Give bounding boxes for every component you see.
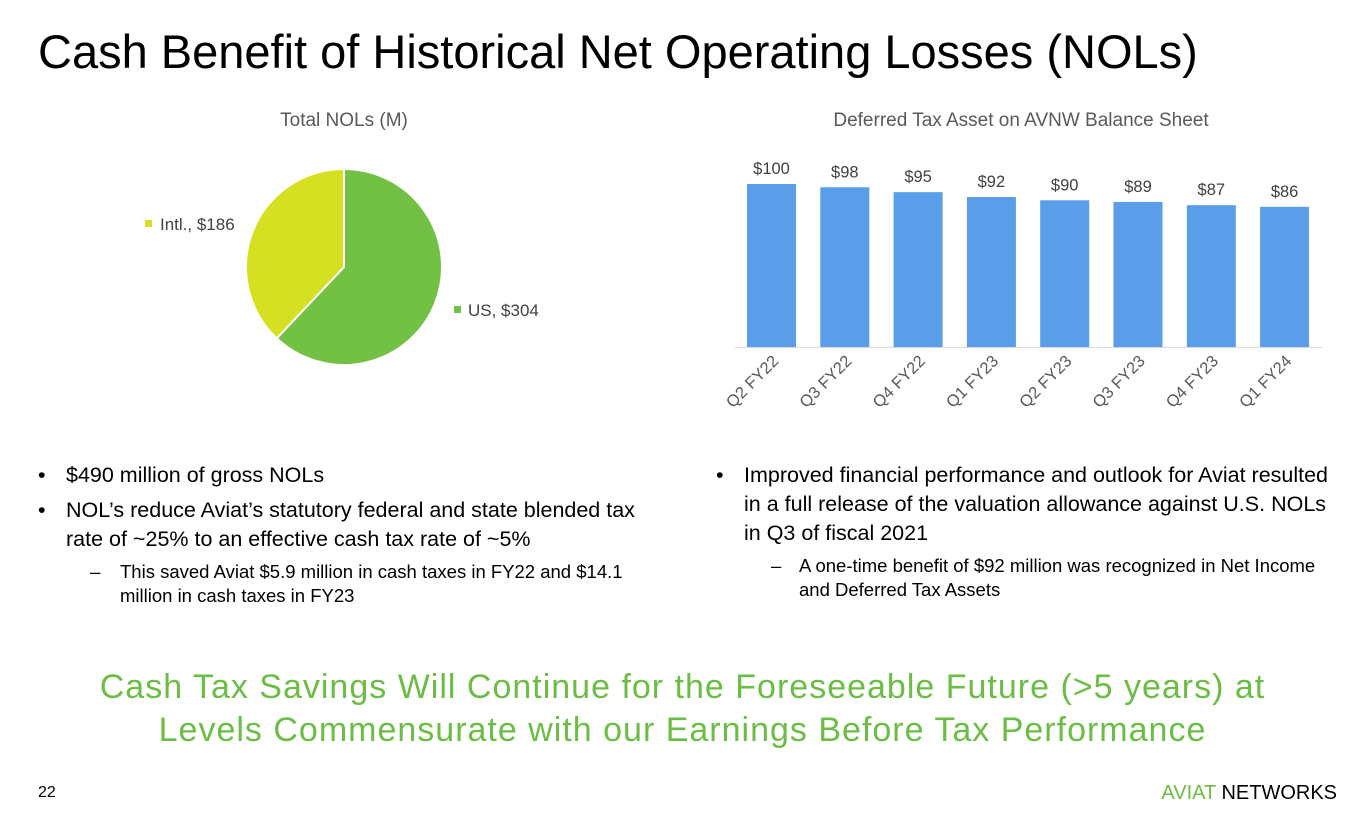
bullet-tax-rate: NOL’s reduce Aviat’s statutory federal a… bbox=[38, 496, 658, 554]
pie-legend-marker-intl bbox=[145, 220, 152, 227]
bar-data-label: $100 bbox=[753, 160, 790, 178]
bar-q4-fy22 bbox=[893, 192, 943, 347]
bar-data-label: $89 bbox=[1124, 178, 1152, 196]
tagline-line-2: Levels Commensurate with our Earnings Be… bbox=[158, 711, 1207, 749]
bar-q2-fy23 bbox=[1040, 200, 1090, 347]
brand-networks: NETWORKS bbox=[1221, 782, 1337, 804]
bar-category-label: Q1 FY24 bbox=[1236, 352, 1295, 411]
brand-aviat: AVIAT bbox=[1161, 782, 1216, 804]
bar-q4-fy23 bbox=[1186, 205, 1236, 347]
bar-q1-fy24 bbox=[1260, 206, 1310, 347]
bullet-gross-nols: $490 million of gross NOLs bbox=[38, 461, 658, 490]
tagline-line-1: Cash Tax Savings Will Continue for the F… bbox=[99, 668, 1266, 706]
bar-data-label: $90 bbox=[1051, 176, 1079, 194]
pie-slice-intl bbox=[245, 167, 345, 340]
bar-category-label: Q3 FY22 bbox=[796, 352, 855, 411]
bar-category-label: Q4 FY22 bbox=[869, 352, 928, 411]
bar-data-label: $98 bbox=[831, 163, 859, 181]
slide-title: Cash Benefit of Historical Net Operating… bbox=[38, 25, 1198, 78]
page-number: 22 bbox=[38, 784, 56, 801]
sub-bullet-cash-saved: This saved Aviat $5.9 million in cash ta… bbox=[38, 560, 658, 608]
pie-slice-us bbox=[275, 167, 443, 366]
right-bullet-list: Improved financial performance and outlo… bbox=[716, 461, 1336, 602]
bar-data-label: $86 bbox=[1271, 183, 1299, 201]
bar-data-label: $87 bbox=[1198, 181, 1226, 199]
bar-data-label: $95 bbox=[904, 168, 932, 186]
bar-data-label: $92 bbox=[978, 173, 1006, 191]
tagline: Cash Tax Savings Will Continue for the F… bbox=[0, 666, 1365, 752]
bar-category-label: Q2 FY23 bbox=[1016, 352, 1075, 411]
bar-chart-title: Deferred Tax Asset on AVNW Balance Sheet bbox=[833, 110, 1209, 131]
left-bullet-list: $490 million of gross NOLs NOL’s reduce … bbox=[38, 461, 658, 608]
bar-q2-fy22 bbox=[747, 184, 796, 347]
pie-legend-marker-us bbox=[454, 306, 461, 313]
bullet-valuation-allowance: Improved financial performance and outlo… bbox=[716, 461, 1336, 548]
sub-bullet-one-time-benefit: A one-time benefit of $92 million was re… bbox=[716, 554, 1336, 602]
bar-category-label: Q1 FY23 bbox=[943, 352, 1002, 411]
bar-q3-fy23 bbox=[1113, 201, 1163, 347]
bar-category-label: Q2 FY22 bbox=[723, 352, 782, 411]
pie-chart-title: Total NOLs (M) bbox=[280, 110, 408, 131]
pie-label-intl: Intl., $186 bbox=[160, 215, 235, 234]
bar-q3-fy22 bbox=[820, 187, 870, 347]
pie-label-us: US, $304 bbox=[468, 301, 539, 320]
bar-category-label: Q3 FY23 bbox=[1089, 352, 1148, 411]
bar-category-label: Q4 FY23 bbox=[1163, 352, 1222, 411]
brand-logo: AVIAT NETWORKS bbox=[1161, 782, 1337, 805]
bar-q1-fy23 bbox=[966, 197, 1016, 347]
